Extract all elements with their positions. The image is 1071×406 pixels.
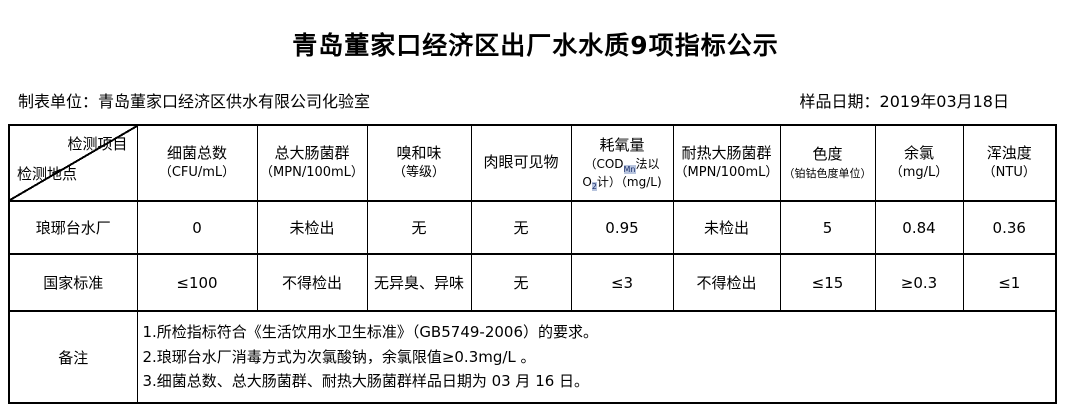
col-header-bacteria-count: 细菌总数 （CFU/mL） (136, 124, 258, 202)
header-row: 检测项目 检测地点 细菌总数 （CFU/mL） 总大肠菌群 （MPN/100mL… (8, 124, 1057, 202)
column-unit: （等级） (392, 165, 445, 181)
value-cell: 0 (136, 200, 258, 255)
page-title: 青岛董家口经济区出厂水水质9项指标公示 (292, 31, 779, 60)
column-name: 余氯 (903, 143, 934, 162)
meta-row: 制表单位：青岛董家口经济区供水有限公司化验室 样品日期：2019年03月18日 (0, 88, 1071, 112)
remarks-cell: 1.所检指标符合《生活饮用水卫生标准》（GB5749-2006）的要求。 2.琅… (136, 310, 1057, 404)
col-header-total-coliform: 总大肠菌群 （MPN/100mL） (256, 124, 368, 202)
col-header-cod: 耗氧量 （CODMn法以 O2计）（mg/L) (570, 124, 674, 202)
water-quality-table: 检测项目 检测地点 细菌总数 （CFU/mL） 总大肠菌群 （MPN/100mL… (8, 124, 1057, 404)
col-header-turbidity: 浑浊度 （NTU） (962, 124, 1057, 202)
remark-line: 2.琅琊台水厂消毒方式为次氯酸钠，余氯限值≥0.3mg/L 。 (142, 347, 536, 366)
corner-label-test-item: 检测项目 (67, 135, 128, 153)
cod-unit-prefix: （COD (584, 157, 624, 172)
value-cell: 0.36 (962, 200, 1057, 255)
value-cell: 未检出 (256, 200, 368, 255)
cod-unit-o: O (582, 174, 592, 189)
sample-date-label: 样品日期：2019年03月18日 (799, 92, 1009, 111)
value-cell: 无 (470, 253, 572, 312)
row-label-langyatai-plant: 琅琊台水厂 (8, 200, 138, 255)
value-cell: ≤15 (779, 253, 876, 312)
value-cell: 无 (366, 200, 472, 255)
cod-unit-suffix: 计）（mg/L) (596, 174, 662, 189)
remark-line: 1.所检指标符合《生活饮用水卫生标准》（GB5749-2006）的要求。 (142, 322, 599, 341)
value-cell: 不得检出 (256, 253, 368, 312)
column-name: 浑浊度 (986, 143, 1032, 162)
value-cell: 0.95 (570, 200, 674, 255)
cod-subscript-mn: Mn (623, 164, 636, 174)
column-name: 色度 (812, 145, 843, 164)
value-cell: ≤3 (570, 253, 674, 312)
remark-line: 3.细菌总数、总大肠菌群、耐热大肠菌群样品日期为 03 月 16 日。 (142, 372, 590, 391)
col-header-odor-taste: 嗅和味 （等级） (366, 124, 472, 202)
column-name: 肉眼可见物 (483, 153, 559, 172)
corner-cell: 检测项目 检测地点 (8, 124, 138, 202)
value-cell: 不得检出 (672, 253, 781, 312)
col-header-color: 色度 （铂钴色度单位） (779, 124, 876, 202)
cod-subscript-2: 2 (591, 182, 597, 192)
column-name: 总大肠菌群 (274, 143, 350, 162)
corner-label-test-location: 检测地点 (17, 165, 78, 183)
table-row-langyatai-plant: 琅琊台水厂 0 未检出 无 无 0.95 未检出 5 0.84 0.36 (8, 200, 1057, 255)
column-name: 细菌总数 (166, 143, 227, 162)
value-cell: ≤100 (136, 253, 258, 312)
cod-unit-mid: 法以 (635, 157, 660, 172)
column-unit: （NTU） (982, 165, 1036, 181)
column-name: 嗅和味 (396, 143, 442, 162)
value-cell: 无异臭、异味 (366, 253, 472, 312)
row-label-national-standard: 国家标准 (8, 253, 138, 312)
value-cell: 未检出 (672, 200, 781, 255)
row-label-remarks: 备注 (8, 310, 138, 404)
column-unit: （MPN/100mL） (674, 165, 779, 181)
column-unit: （CODMn法以 O2计）（mg/L) (572, 156, 673, 192)
table-row-national-standard: 国家标准 ≤100 不得检出 无异臭、异味 无 ≤3 不得检出 ≤15 ≥0.3… (8, 253, 1057, 312)
col-header-thermotolerant-coliform: 耐热大肠菌群 （MPN/100mL） (672, 124, 781, 202)
column-unit: （铂钴色度单位） (783, 166, 872, 180)
column-unit: （mg/L） (889, 165, 949, 181)
col-header-visible-matter: 肉眼可见物 (470, 124, 572, 202)
col-header-residual-chlorine: 余氯 （mg/L） (874, 124, 964, 202)
value-cell: ≤1 (962, 253, 1057, 312)
column-unit: （MPN/100mL） (260, 165, 364, 181)
value-cell: 0.84 (874, 200, 964, 255)
value-cell: 无 (470, 200, 572, 255)
column-name: 耗氧量 (599, 135, 645, 154)
table-row-remarks: 备注 1.所检指标符合《生活饮用水卫生标准》（GB5749-2006）的要求。 … (8, 310, 1057, 404)
column-unit: （CFU/mL） (158, 165, 236, 181)
value-cell: 5 (779, 200, 876, 255)
value-cell: ≥0.3 (874, 253, 964, 312)
column-name: 耐热大肠菌群 (681, 143, 772, 162)
producer-label: 制表单位：青岛董家口经济区供水有限公司化验室 (18, 92, 371, 111)
